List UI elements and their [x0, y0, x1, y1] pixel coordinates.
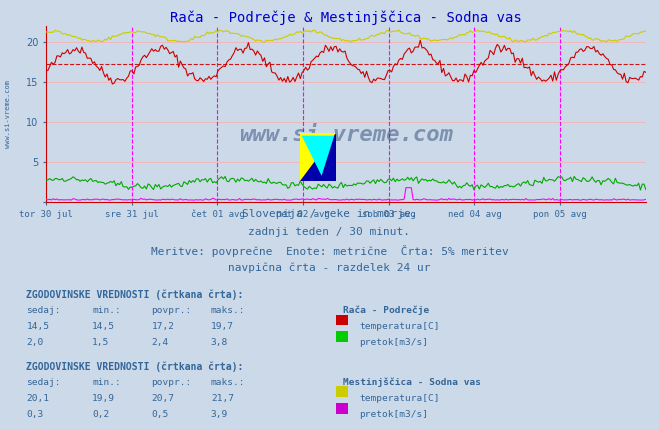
Text: 14,5: 14,5 [26, 322, 49, 331]
Text: temperatura[C]: temperatura[C] [359, 322, 440, 331]
Text: min.:: min.: [92, 306, 121, 315]
Text: povpr.:: povpr.: [152, 306, 192, 315]
Text: 1,5: 1,5 [92, 338, 109, 347]
Text: sedaj:: sedaj: [26, 306, 61, 315]
Polygon shape [302, 135, 334, 176]
Text: Meritve: povprečne  Enote: metrične  Črta: 5% meritev: Meritve: povprečne Enote: metrične Črta:… [151, 245, 508, 257]
Text: Mestinjščica - Sodna vas: Mestinjščica - Sodna vas [343, 378, 480, 387]
Text: 0,2: 0,2 [92, 410, 109, 419]
Text: temperatura[C]: temperatura[C] [359, 394, 440, 403]
Text: 21,7: 21,7 [211, 394, 234, 403]
Text: Rača - Podrečje: Rača - Podrečje [343, 306, 429, 315]
Text: 3,8: 3,8 [211, 338, 228, 347]
Text: www.si-vreme.com: www.si-vreme.com [239, 125, 453, 145]
Text: 19,9: 19,9 [92, 394, 115, 403]
Text: 2,4: 2,4 [152, 338, 169, 347]
Text: povpr.:: povpr.: [152, 378, 192, 387]
Text: zadnji teden / 30 minut.: zadnji teden / 30 minut. [248, 227, 411, 237]
Text: www.si-vreme.com: www.si-vreme.com [5, 80, 11, 148]
Text: pretok[m3/s]: pretok[m3/s] [359, 410, 428, 419]
Title: Rača - Podrečje & Mestinjščica - Sodna vas: Rača - Podrečje & Mestinjščica - Sodna v… [170, 10, 522, 25]
Text: 17,2: 17,2 [152, 322, 175, 331]
Text: min.:: min.: [92, 378, 121, 387]
Polygon shape [300, 133, 336, 181]
Text: ZGODOVINSKE VREDNOSTI (črtkana črta):: ZGODOVINSKE VREDNOSTI (črtkana črta): [26, 289, 244, 300]
Text: pretok[m3/s]: pretok[m3/s] [359, 338, 428, 347]
Text: 0,5: 0,5 [152, 410, 169, 419]
Text: Slovenija / reke in morje.: Slovenija / reke in morje. [242, 209, 417, 218]
Text: 20,7: 20,7 [152, 394, 175, 403]
Text: 14,5: 14,5 [92, 322, 115, 331]
Text: ZGODOVINSKE VREDNOSTI (črtkana črta):: ZGODOVINSKE VREDNOSTI (črtkana črta): [26, 361, 244, 372]
Text: 3,9: 3,9 [211, 410, 228, 419]
Text: 0,3: 0,3 [26, 410, 43, 419]
Text: 20,1: 20,1 [26, 394, 49, 403]
Text: 2,0: 2,0 [26, 338, 43, 347]
Text: maks.:: maks.: [211, 306, 245, 315]
Text: sedaj:: sedaj: [26, 378, 61, 387]
Text: navpična črta - razdelek 24 ur: navpična črta - razdelek 24 ur [228, 263, 431, 273]
Text: 19,7: 19,7 [211, 322, 234, 331]
Text: maks.:: maks.: [211, 378, 245, 387]
